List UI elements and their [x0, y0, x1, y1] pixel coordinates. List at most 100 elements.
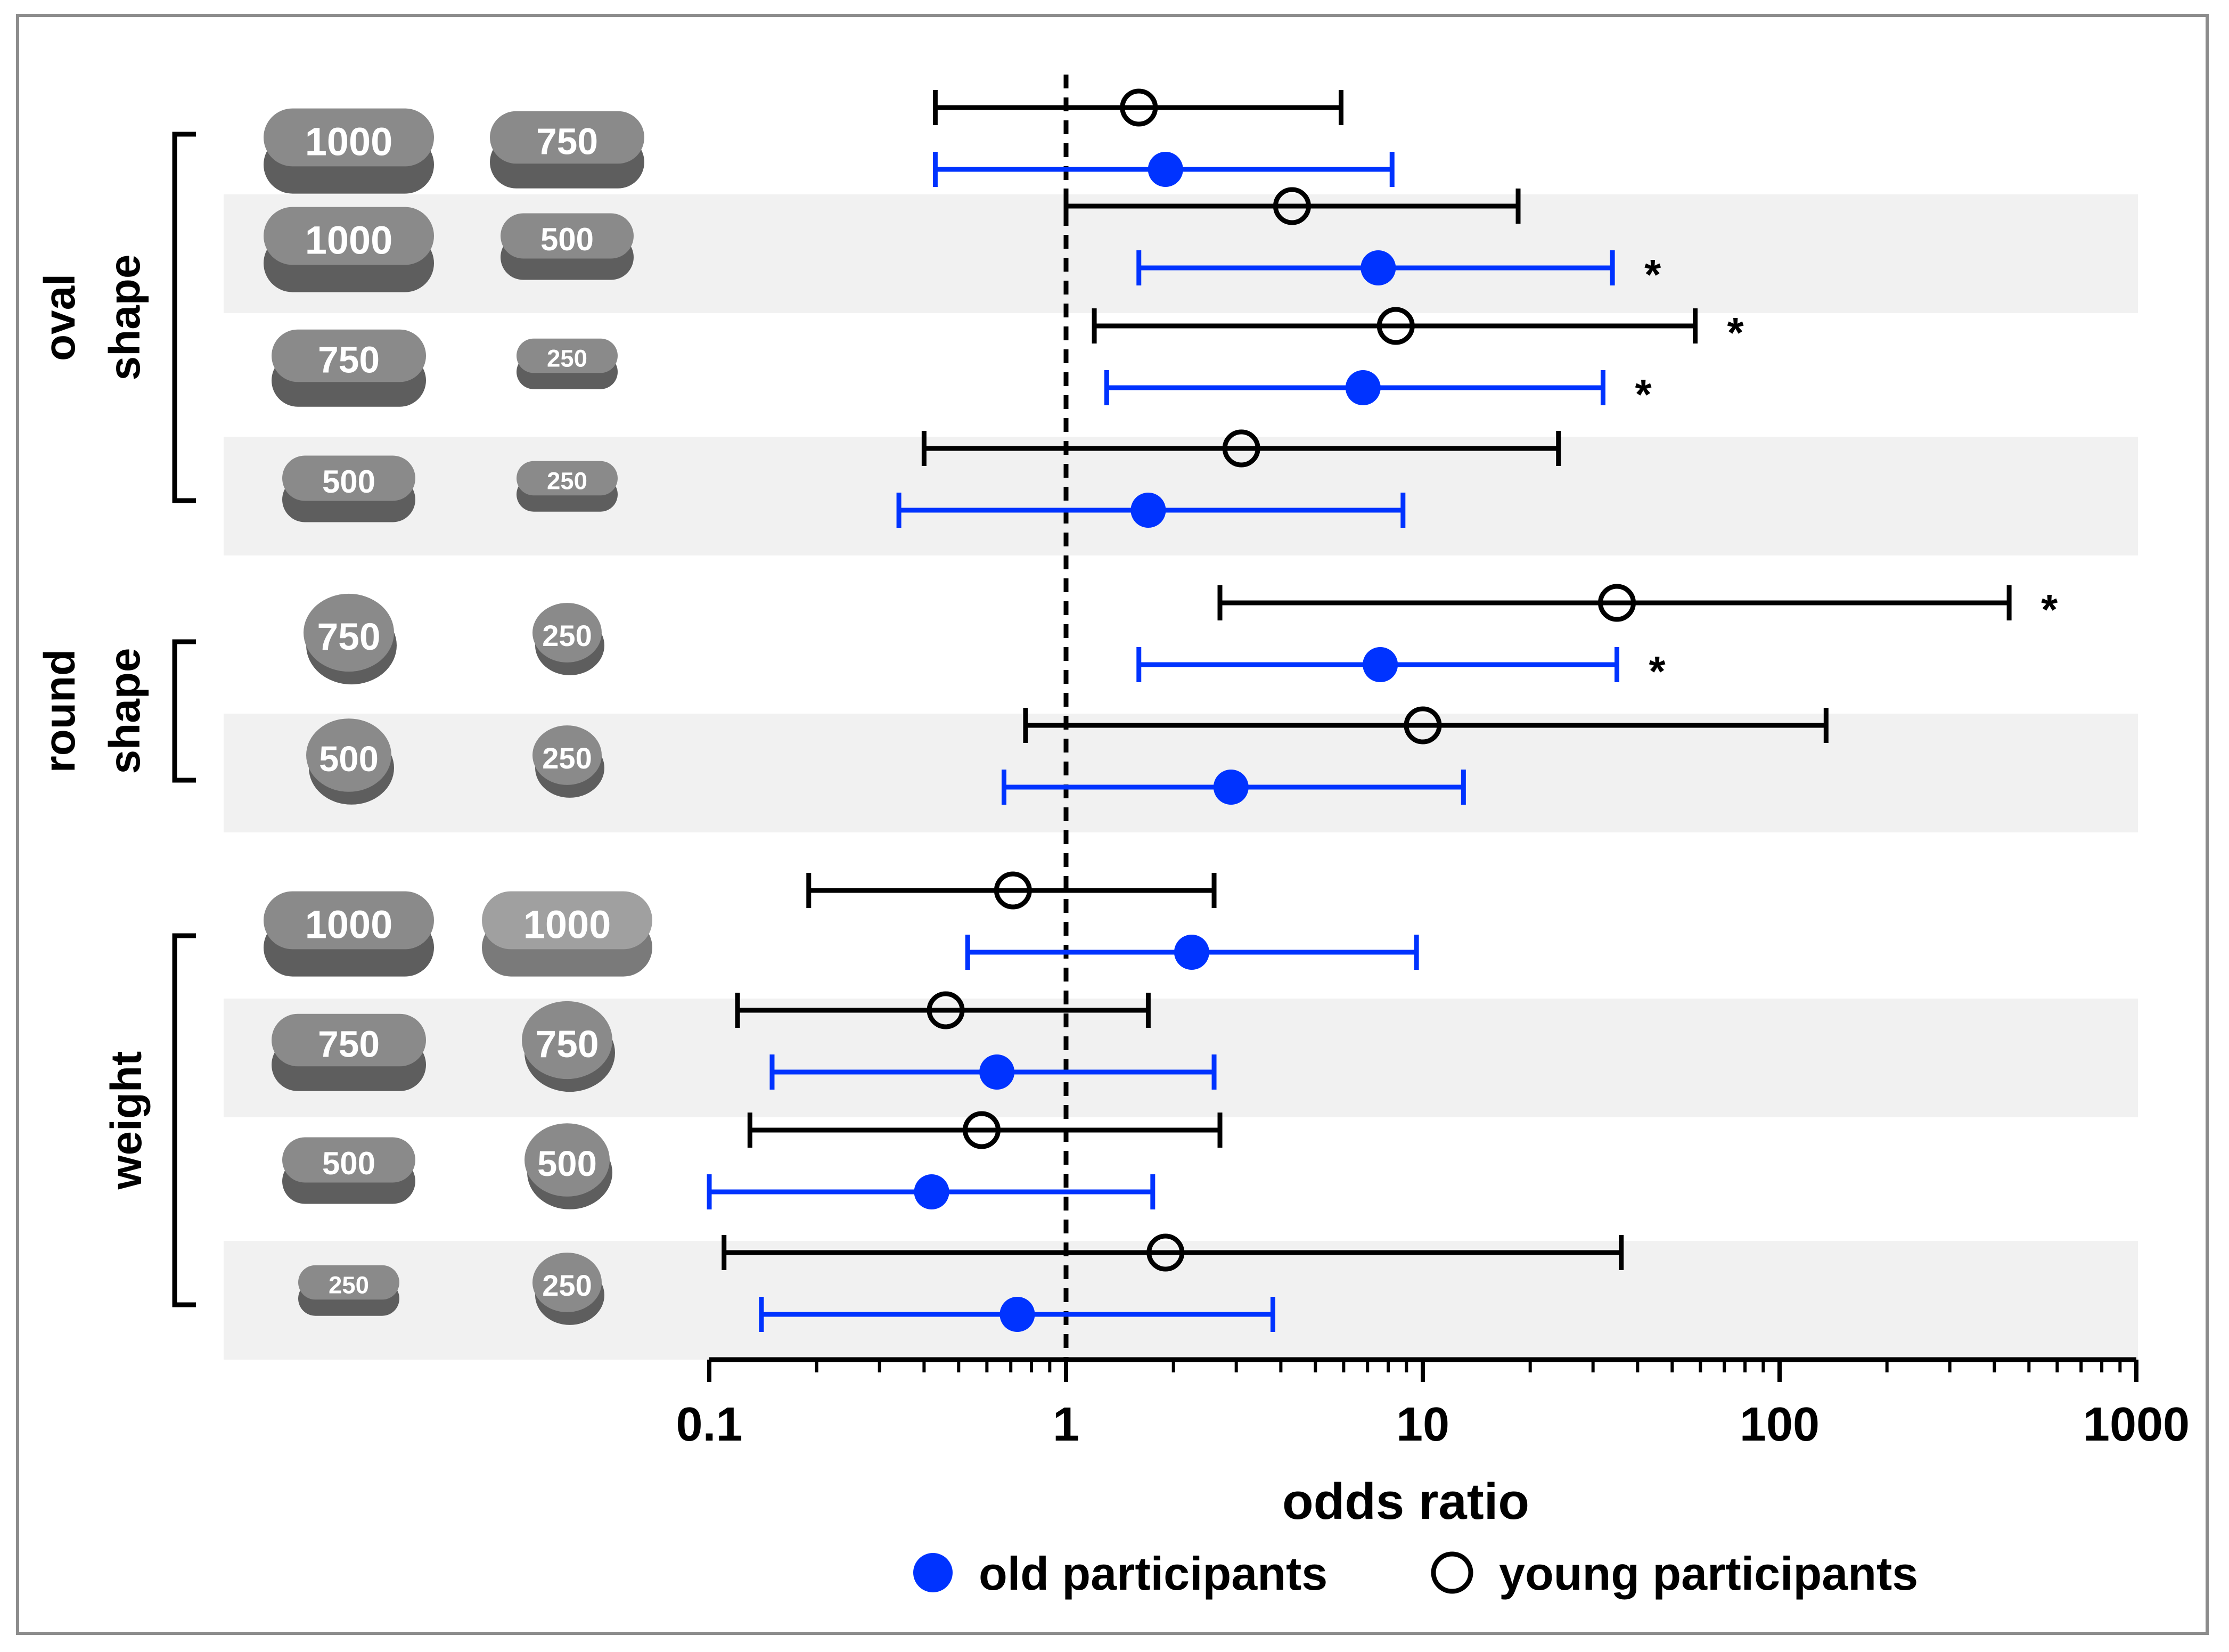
old-point	[979, 1054, 1015, 1090]
old-estimate	[769, 1054, 1217, 1090]
old-estimate: *	[1136, 647, 1666, 695]
tablet: 1000	[264, 891, 434, 977]
old-estimate: *	[1136, 250, 1661, 298]
tablet: 500	[306, 718, 394, 805]
legend: old participants young participants	[913, 1547, 1918, 1600]
tablet-face	[306, 718, 391, 792]
tablet: 500	[501, 213, 634, 280]
old-point	[1345, 370, 1381, 405]
tablet: 750	[304, 593, 397, 685]
row-band	[224, 437, 2138, 555]
tablet-label: 500	[322, 464, 375, 500]
tablet-face	[532, 603, 602, 663]
group-label-line1: oval	[36, 274, 84, 361]
tablet-label: 750	[318, 339, 380, 380]
young-estimate	[1063, 187, 1521, 225]
group-label-line1: round	[36, 649, 84, 773]
old-point	[1213, 770, 1249, 805]
tablet-label: 750	[317, 616, 380, 658]
tablet-label: 750	[318, 1023, 380, 1065]
tablet: 250	[532, 725, 604, 798]
tablet-face	[272, 329, 426, 382]
tablet: 250	[517, 338, 618, 389]
tablet-label: 750	[536, 120, 598, 162]
row-band	[224, 999, 2138, 1117]
tablet-face	[482, 891, 652, 950]
significance-star: *	[2041, 586, 2058, 633]
tablet: 500	[525, 1123, 612, 1209]
group-weight: weight	[102, 933, 196, 1307]
tablet-label: 1000	[305, 119, 393, 163]
tablet-face	[282, 1137, 415, 1183]
row-band	[224, 714, 2138, 832]
group-label-line2: shape	[101, 255, 149, 381]
tablet-label: 500	[319, 739, 379, 779]
tablet: 500	[282, 1137, 415, 1204]
tablet-label: 1000	[523, 902, 611, 946]
tablet-face	[532, 725, 602, 785]
significance-star: *	[1649, 648, 1666, 695]
young-estimate	[921, 429, 1561, 468]
young-estimate	[747, 1111, 1223, 1149]
tablet-face	[264, 207, 434, 265]
young-point	[1376, 307, 1415, 345]
tablet-label: 1000	[305, 218, 393, 262]
young-point	[927, 991, 965, 1029]
tablet-face	[532, 1253, 602, 1312]
tablet-face	[264, 891, 434, 950]
x-tick-label: 1	[1053, 1398, 1079, 1451]
old-estimate	[759, 1297, 1275, 1332]
x-tick-label: 10	[1396, 1398, 1449, 1451]
tablet-label: 500	[540, 222, 594, 257]
x-tick-label: 100	[1740, 1398, 1820, 1451]
young-estimate	[932, 88, 1343, 127]
old-estimate	[1001, 770, 1466, 805]
tablet-face	[522, 1001, 612, 1079]
tablet: 750	[490, 111, 644, 189]
old-point	[999, 1297, 1035, 1332]
x-tick-label: 0.1	[676, 1398, 742, 1451]
tablet: 250	[517, 461, 618, 512]
legend-old-marker	[913, 1553, 953, 1592]
tablet-face	[298, 1265, 399, 1300]
tablet: 1000	[482, 891, 652, 977]
tablet: 1000	[264, 108, 434, 194]
series-marks: * * * * *	[707, 88, 2058, 1332]
tablet-label: 250	[547, 468, 587, 495]
group-label: weight	[102, 1051, 151, 1190]
significance-star: *	[1727, 309, 1744, 356]
row-bands	[224, 194, 2138, 1360]
group-oval-shape: oval shape	[36, 132, 196, 503]
x-axis: 0.1 1 10 100 1000 odds ratio	[676, 1357, 2190, 1530]
old-estimate: *	[1104, 370, 1652, 418]
tablet: 750	[522, 1001, 615, 1092]
tablet-face	[490, 111, 644, 164]
young-point	[1120, 88, 1158, 127]
group-brackets: oval shape round shape weight	[36, 132, 196, 1307]
tablet-label: 250	[542, 1269, 592, 1302]
old-point	[1174, 935, 1209, 970]
young-estimate	[722, 1233, 1624, 1272]
old-point	[1148, 152, 1183, 187]
old-estimate	[965, 935, 1419, 970]
tablet-face	[282, 455, 415, 501]
tablet-label: 250	[542, 619, 592, 652]
young-estimate: *	[1217, 584, 2058, 633]
tablet-label: 1000	[305, 902, 393, 946]
tablet-label: 250	[542, 741, 592, 775]
tablet-face	[264, 108, 434, 167]
young-point	[1222, 429, 1260, 468]
tablet: 750	[272, 1013, 426, 1091]
tablet-label: 250	[329, 1272, 369, 1299]
young-estimate	[806, 871, 1217, 910]
significance-star: *	[1635, 371, 1652, 418]
tablet-illustrations: 1000 750 1000 500 750 250 500 250 750 250 500 250 10…	[264, 108, 652, 1325]
x-tick-label: 1000	[2083, 1398, 2190, 1451]
young-point	[1273, 187, 1311, 225]
young-estimate	[1023, 706, 1829, 745]
bracket	[172, 639, 196, 783]
tablet-face	[525, 1123, 610, 1197]
x-axis-title: odds ratio	[1282, 1473, 1529, 1530]
tablet: 750	[272, 329, 426, 407]
